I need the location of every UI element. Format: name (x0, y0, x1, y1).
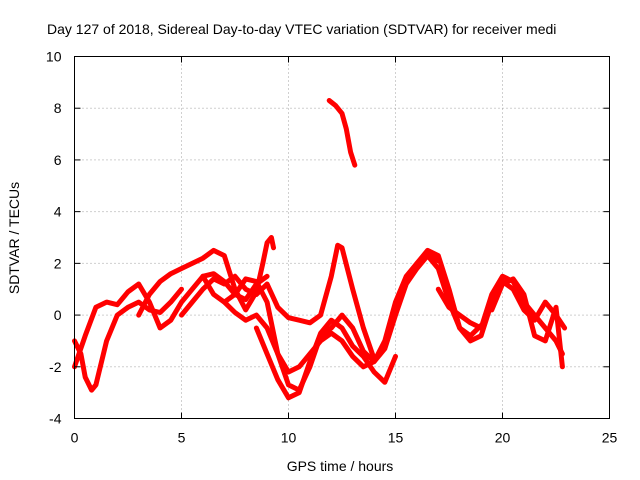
x-tick-label: 10 (281, 430, 297, 446)
y-tick-label: 8 (54, 100, 62, 116)
x-tick-label: 5 (178, 430, 186, 446)
grid (74, 56, 610, 419)
y-tick-label: -2 (49, 359, 62, 375)
tick-labels: 0 5 10 15 20 25 -4 -2 0 2 4 6 8 10 (46, 49, 618, 446)
series-group (72, 98, 568, 401)
series-track-3 (136, 235, 276, 318)
series-track-11 (489, 276, 565, 370)
y-tick-label: 0 (54, 307, 62, 323)
chart-title: Day 127 of 2018, Sidereal Day-to-day VTE… (47, 21, 556, 37)
y-tick-label: 2 (54, 255, 62, 271)
y-axis-label: SDTVAR / TECUs (6, 182, 22, 294)
x-tick-label: 25 (602, 430, 618, 446)
y-tick-label: -4 (49, 411, 62, 427)
series-track-7 (253, 317, 398, 401)
series-track-4 (179, 242, 377, 362)
axis-ticks (74, 56, 610, 419)
series-track-10 (435, 273, 565, 357)
series-track-6 (221, 253, 484, 393)
y-tick-label: 6 (54, 152, 62, 168)
series-track-8 (326, 98, 358, 168)
y-tick-label: 4 (54, 204, 62, 220)
plot-frame (74, 56, 610, 419)
x-tick-label: 20 (495, 430, 511, 446)
x-tick-label: 15 (388, 430, 404, 446)
series-track-1 (72, 286, 184, 393)
x-axis-label: GPS time / hours (287, 458, 394, 474)
x-tick-label: 0 (71, 430, 79, 446)
y-tick-label: 10 (46, 49, 62, 65)
